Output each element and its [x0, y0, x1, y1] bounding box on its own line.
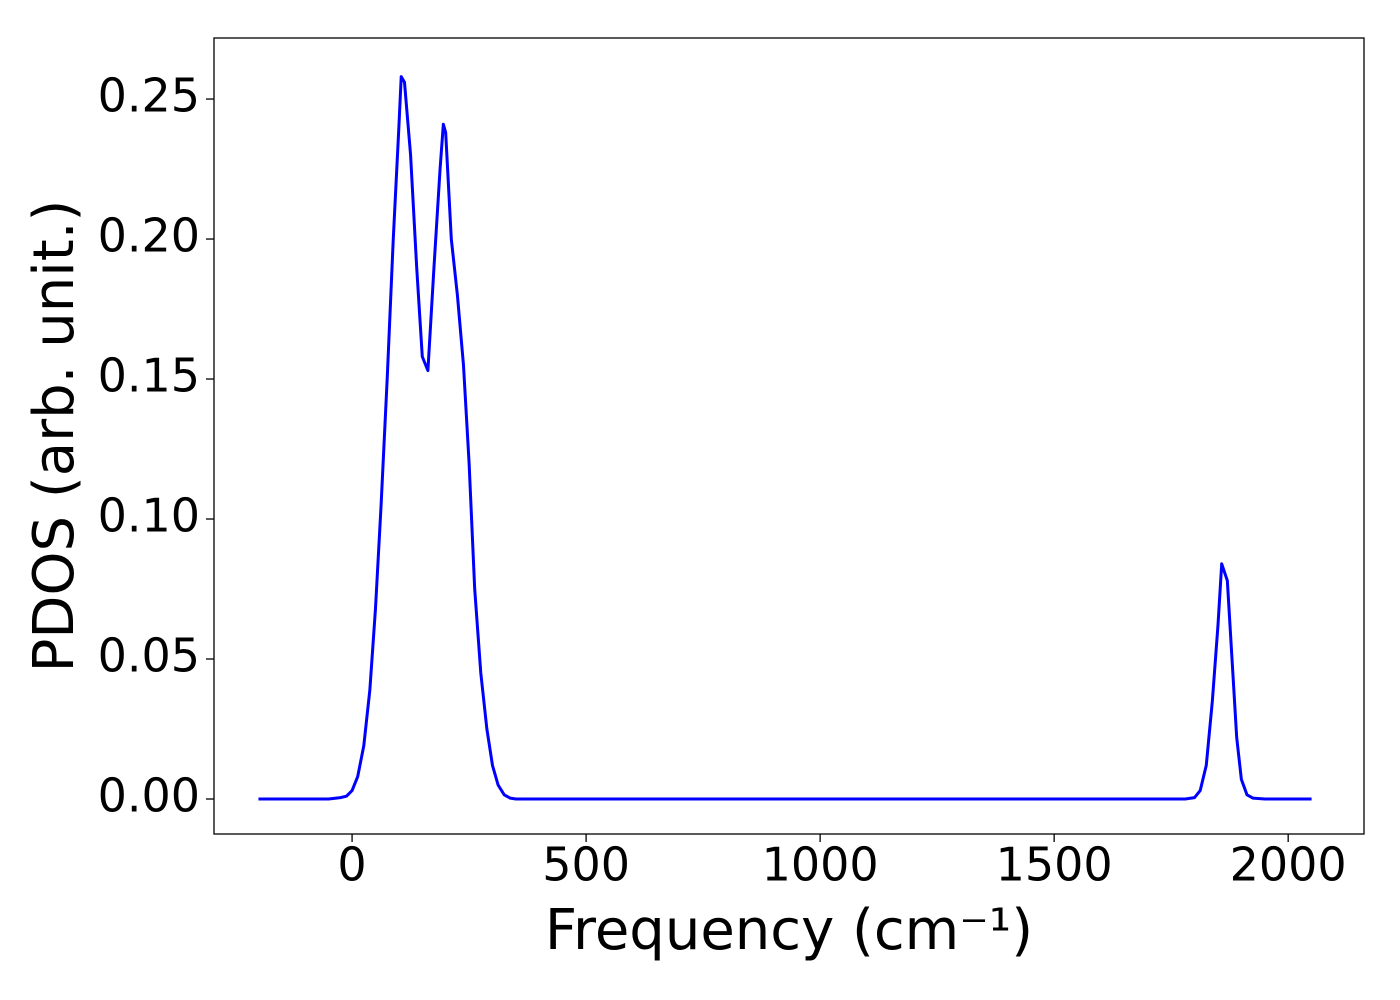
x-tick-label: 500: [542, 838, 630, 892]
y-tick-label: 0.25: [98, 69, 200, 123]
y-tick-label: 0.10: [98, 489, 200, 543]
x-tick-label: 1000: [762, 838, 879, 892]
x-axis-label: Frequency (cm⁻¹): [545, 898, 1033, 963]
y-tick-label: 0.15: [98, 349, 200, 403]
y-tick-label: 0.00: [98, 769, 200, 823]
y-tick-label: 0.20: [98, 209, 200, 263]
y-axis-label: PDOS (arb. unit.): [22, 200, 87, 673]
plot-frame: [213, 37, 1365, 835]
x-tick-label: 0: [337, 838, 366, 892]
data-line: [258, 75, 1312, 801]
x-tick-label: 1500: [996, 838, 1113, 892]
x-tick-label: 2000: [1230, 838, 1347, 892]
y-tick-label: 0.05: [98, 629, 200, 683]
